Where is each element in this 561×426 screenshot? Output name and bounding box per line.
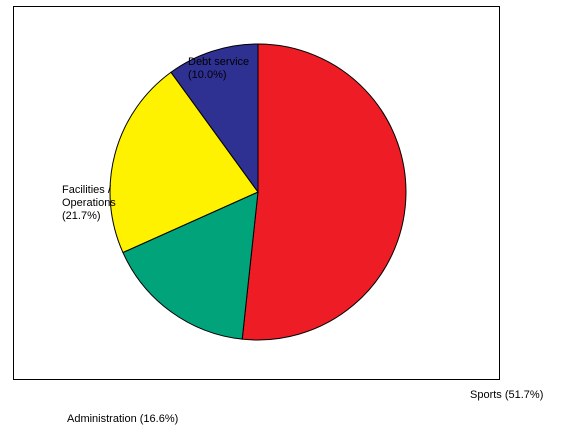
slice-label-debt-service: Debt service (10.0%)	[188, 56, 250, 81]
pie-slice-facilities-operations	[109, 71, 259, 254]
slice-label-facilities-operations: Facilities / Operations (21.7%)	[62, 184, 116, 222]
pie-slice-debt-service	[170, 43, 259, 194]
chart-frame	[13, 6, 500, 380]
slice-label-sports: Sports (51.7%)	[470, 389, 544, 401]
pie-slice-sports	[241, 43, 407, 341]
pie-slice-administration	[122, 191, 259, 340]
slice-label-administration: Administration (16.6%)	[67, 413, 179, 425]
